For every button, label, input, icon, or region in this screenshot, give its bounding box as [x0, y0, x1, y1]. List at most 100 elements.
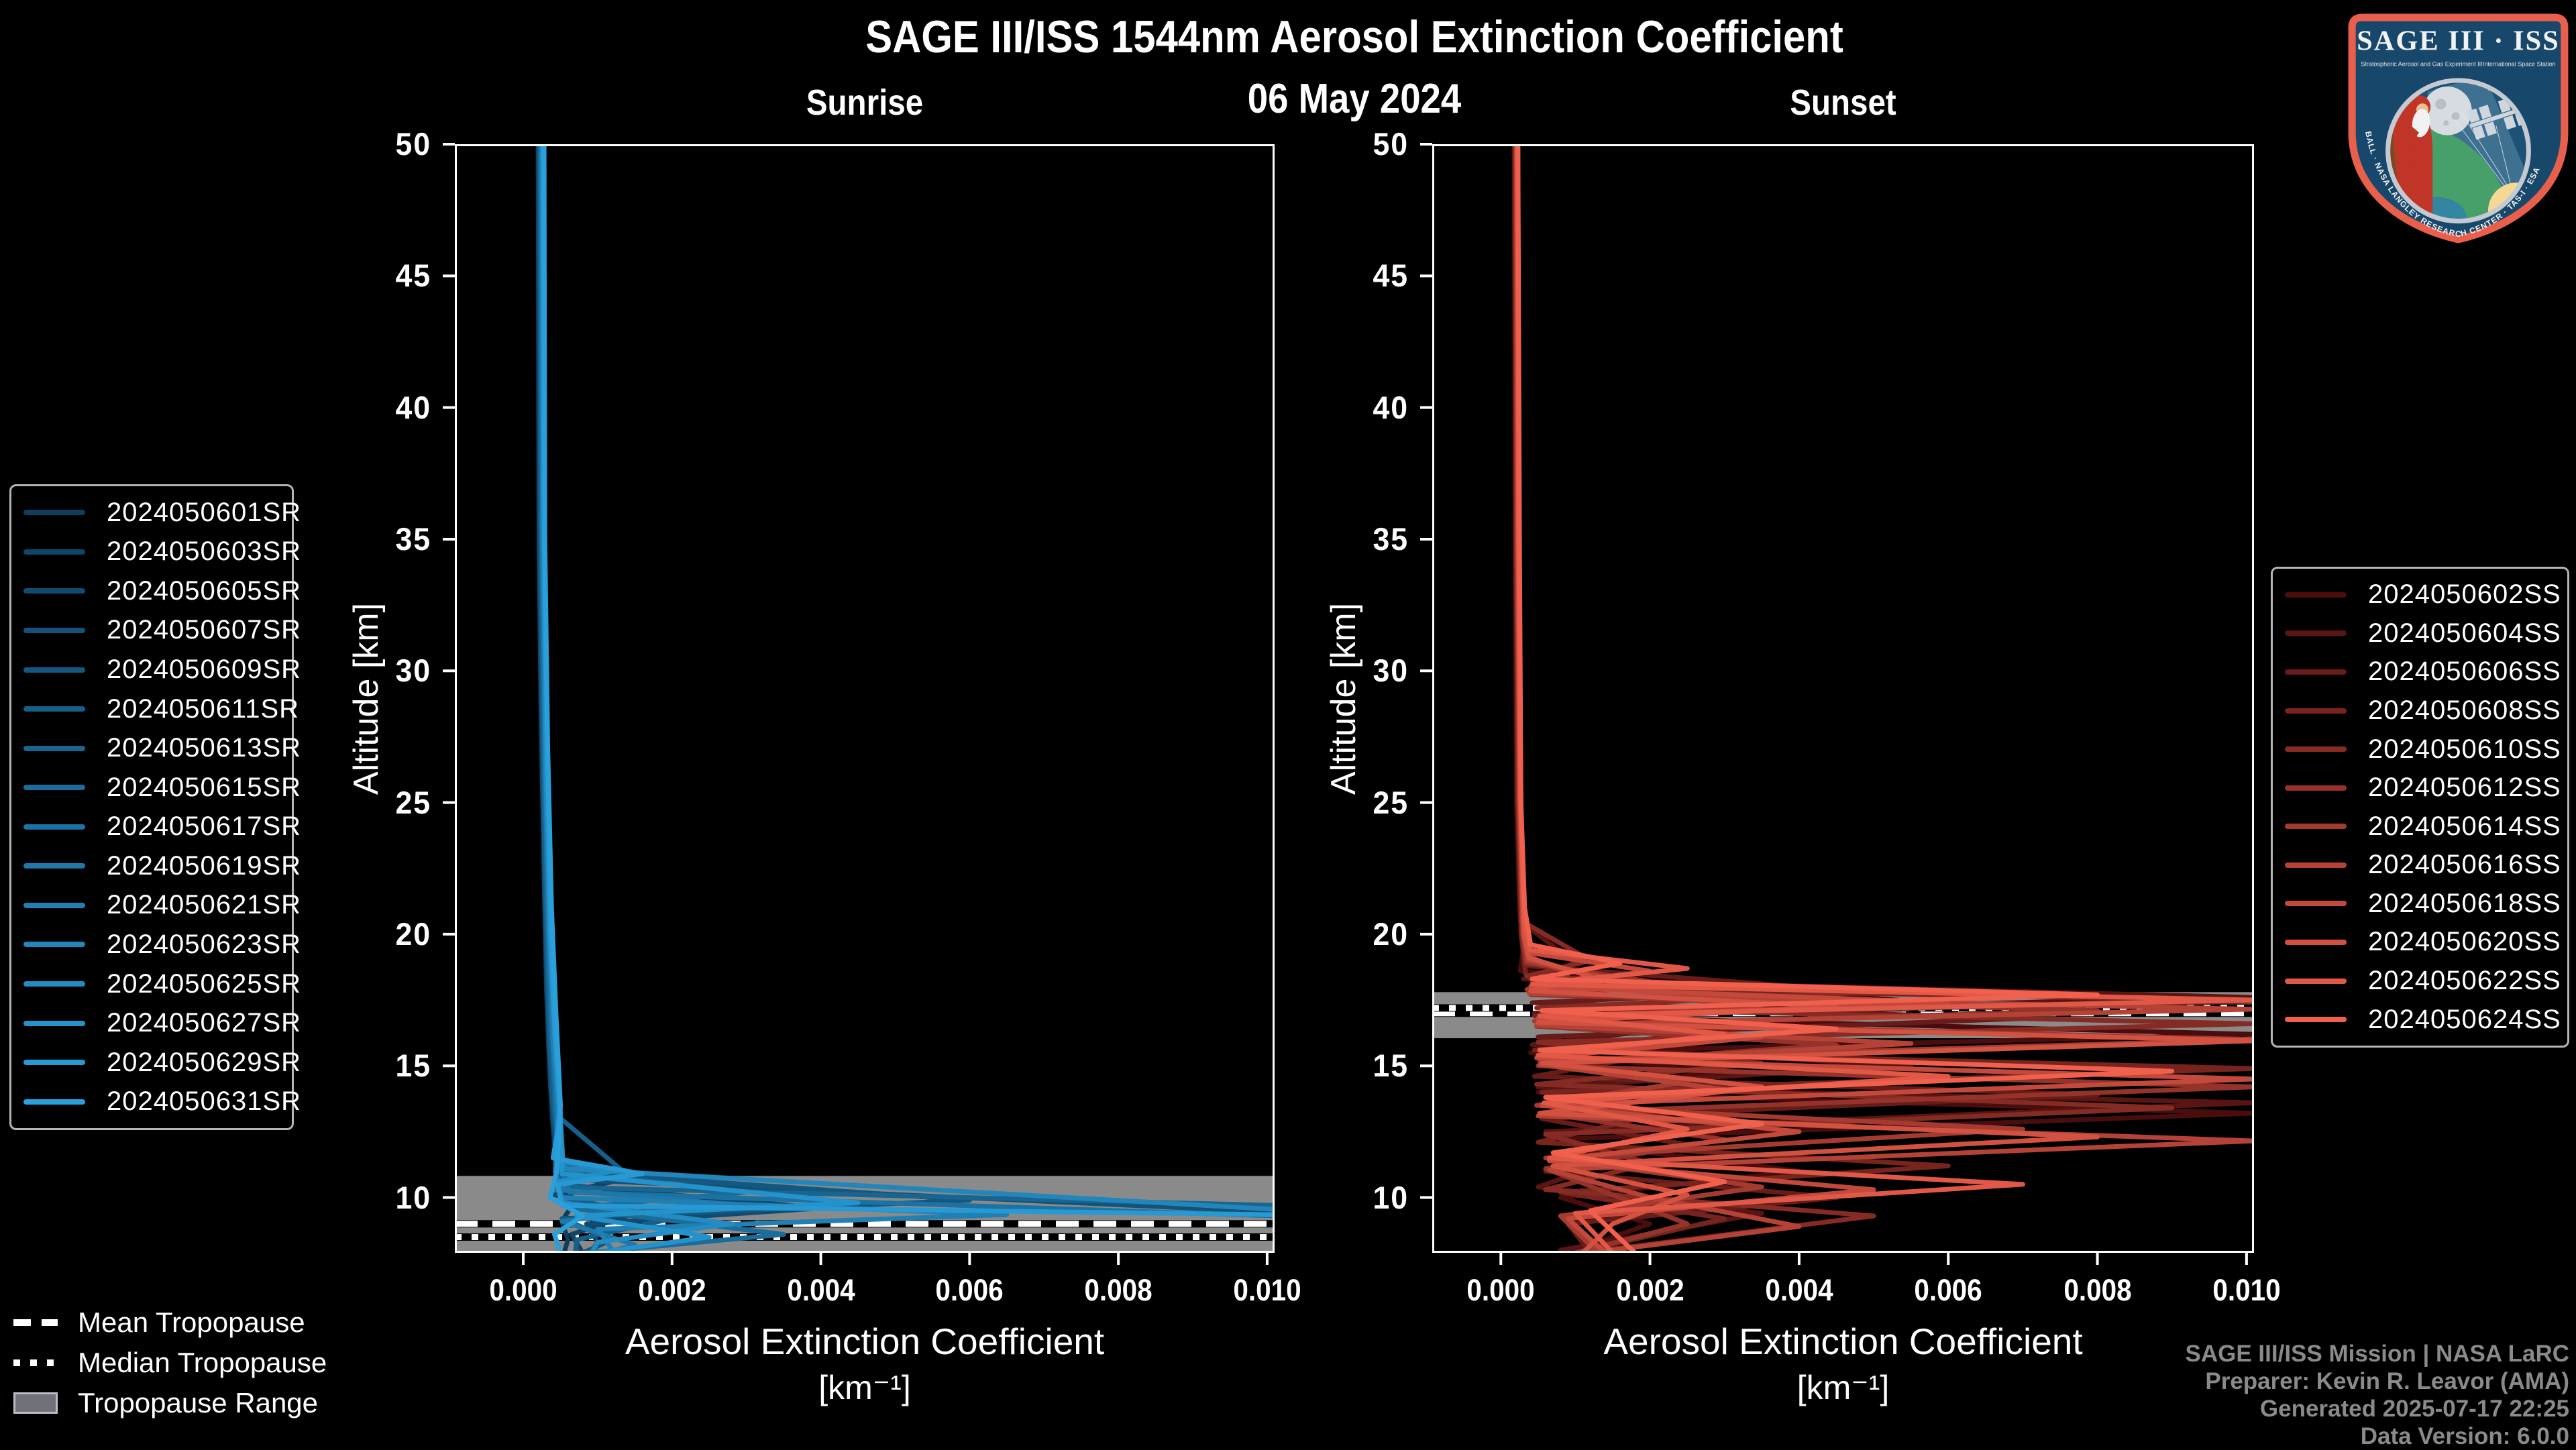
x-tick-label: 0.002	[1615, 1273, 1684, 1307]
legend-label: 2024050625SR	[107, 968, 302, 999]
legend-line-icon	[23, 785, 85, 791]
legend-label: 2024050620SS	[2368, 927, 2561, 957]
legend-item: 2024050623SR	[23, 930, 301, 960]
earth-icon	[2387, 121, 2513, 221]
legend-line-icon	[23, 863, 85, 869]
dashed-line-icon	[13, 1319, 58, 1326]
sunrise-legend: 2024050601SR 2024050603SR 2024050605SR 2024…	[9, 484, 301, 1130]
legend-label: 2024050610SS	[2368, 734, 2561, 764]
legend-item: 2024050606SS	[2285, 657, 2561, 687]
patch-title: SAGE III · ISS	[2357, 25, 2560, 57]
legend-item: 2024050619SR	[23, 851, 301, 881]
legend-label: 2024050603SR	[107, 537, 302, 567]
sage-iii-iss-mission-patch: SAGE III · ISS Stratospheric Aerosol and…	[2348, 13, 2569, 243]
y-tick-label: 35	[395, 520, 431, 557]
legend-item: 2024050612SS	[2285, 773, 2561, 803]
legend-item: 2024050625SR	[23, 969, 301, 999]
legend-line-icon	[2285, 746, 2347, 752]
legend-item: 2024050624SS	[2285, 1005, 2561, 1035]
legend-item: 2024050629SR	[23, 1048, 301, 1078]
legend-line-icon	[2285, 939, 2347, 945]
gray-band-icon	[13, 1392, 58, 1414]
x-tick-label: 0.000	[489, 1273, 557, 1307]
legend-item: 2024050611SR	[23, 694, 299, 724]
legend-line-icon	[2285, 669, 2347, 675]
tropopause-range-label: Tropopause Range	[78, 1387, 319, 1418]
legend-item: 2024050617SR	[23, 812, 301, 842]
legend-line-icon	[2285, 708, 2347, 714]
profile-line-2024050621SR	[539, 144, 1010, 1253]
legend-label: 2024050607SR	[107, 615, 302, 645]
footer-data-version: Data Version: 6.0.0	[2360, 1423, 2569, 1449]
sunrise-plot	[443, 143, 1275, 1265]
y-tick-label: 35	[1373, 520, 1409, 557]
legend-item: 2024050620SS	[2285, 927, 2561, 957]
x-tick-label: 0.010	[1233, 1273, 1301, 1307]
legend-line-icon	[23, 824, 85, 830]
y-tick-label: 10	[395, 1179, 431, 1215]
legend-label: 2024050605SR	[107, 575, 302, 606]
y-tick-label: 30	[395, 653, 431, 689]
legend-line-icon	[23, 1099, 85, 1105]
profile-line-2024050629SR	[541, 144, 1275, 1217]
y-tick-label: 10	[1373, 1179, 1409, 1215]
mean-tropopause-legend-row: Mean Tropopause	[13, 1306, 327, 1338]
median-tropopause-label: Median Tropopause	[78, 1347, 327, 1378]
x-tick-label: 0.008	[1084, 1273, 1152, 1307]
legend-item: 2024050627SR	[23, 1008, 301, 1038]
footer-mission: SAGE III/ISS Mission | NASA LaRC	[2185, 1341, 2569, 1367]
legend-item: 2024050618SS	[2285, 889, 2561, 919]
patch-subtitle-right: International Space Station	[2483, 61, 2556, 68]
legend-item: 2024050603SR	[23, 537, 301, 567]
legend-label: 2024050611SR	[107, 693, 300, 724]
legend-item: 2024050615SR	[23, 773, 301, 803]
profile-line-2024050619SR	[539, 144, 712, 1253]
legend-line-icon	[2285, 901, 2347, 907]
x-tick-label: 0.006	[935, 1273, 1004, 1307]
legend-label: 2024050627SR	[107, 1008, 302, 1038]
legend-line-icon	[2285, 978, 2347, 984]
y-tick-label: 45	[395, 258, 431, 294]
legend-item: 2024050605SR	[23, 576, 301, 606]
profile-line-2024050617SR	[539, 144, 1275, 1219]
legend-line-icon	[2285, 1017, 2347, 1023]
legend-label: 2024050614SS	[2368, 811, 2561, 841]
moon-icon	[2423, 86, 2472, 135]
x-tick-label: 0.008	[2063, 1273, 2132, 1307]
x-axis-units: [km⁻¹]	[818, 1369, 911, 1406]
legend-line-icon	[23, 902, 85, 908]
x-axis-label: Aerosol Extinction Coefficient	[625, 1321, 1105, 1362]
legend-line-icon	[2285, 824, 2347, 830]
legend-label: 2024050624SS	[2368, 1004, 2561, 1034]
legend-line-icon	[2285, 862, 2347, 868]
legend-label: 2024050618SS	[2368, 888, 2561, 918]
legend-label: 2024050612SS	[2368, 773, 2561, 803]
legend-label: 2024050601SR	[107, 497, 302, 527]
legend-line-icon	[2285, 630, 2347, 636]
y-tick-label: 40	[1373, 389, 1409, 425]
legend-line-icon	[23, 745, 85, 751]
legend-label: 2024050609SR	[107, 655, 302, 685]
y-tick-label: 20	[395, 915, 431, 952]
x-axis-units: [km⁻¹]	[1796, 1369, 1890, 1406]
legend-item: 2024050604SS	[2285, 618, 2561, 649]
legend-label: 2024050616SS	[2368, 850, 2561, 880]
legend-label: 2024050613SR	[107, 733, 302, 763]
legend-line-icon	[23, 942, 85, 948]
x-axis-label: Aerosol Extinction Coefficient	[1603, 1321, 2083, 1362]
sunset-plot	[1420, 143, 2254, 1265]
profile-line-2024050627SR	[541, 144, 861, 1253]
legend-label: 2024050623SR	[107, 929, 302, 959]
tropopause-legend: Mean Tropopause Median Tropopause Tropop…	[13, 1306, 327, 1429]
profile-line-2024050613SR	[538, 144, 1275, 1208]
footer-generated: Generated 2025-07-17 22:25	[2259, 1396, 2569, 1422]
legend-label: 2024050602SS	[2368, 579, 2561, 610]
legend-label: 2024050621SR	[107, 890, 302, 920]
legend-item: 2024050607SR	[23, 615, 301, 645]
y-axis-label: Altitude [km]	[1324, 602, 1363, 795]
legend-line-icon	[23, 1060, 85, 1066]
y-tick-label: 15	[395, 1048, 431, 1084]
x-tick-label: 0.002	[638, 1273, 706, 1307]
legend-item: 2024050608SS	[2285, 695, 2561, 726]
legend-label: 2024050622SS	[2368, 966, 2561, 996]
